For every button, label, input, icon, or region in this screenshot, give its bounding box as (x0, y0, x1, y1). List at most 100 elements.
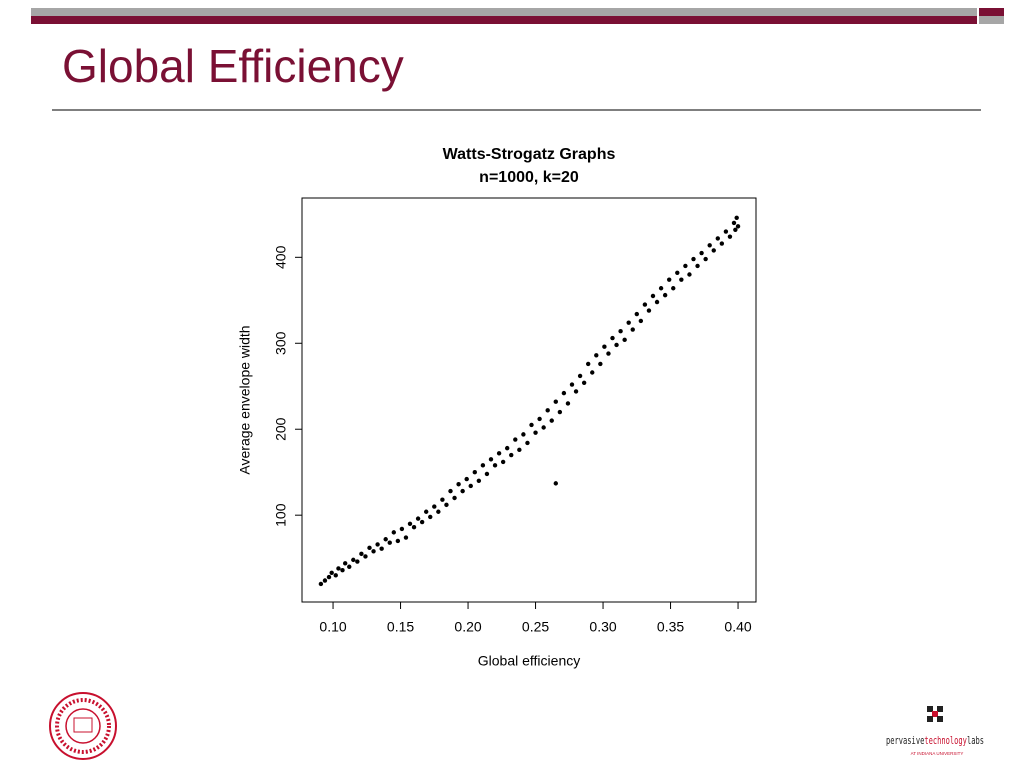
point (675, 270, 680, 275)
point (650, 293, 656, 299)
point (326, 574, 332, 580)
point (537, 416, 542, 422)
point (606, 351, 611, 356)
icon-block (927, 706, 933, 712)
corner-square (979, 16, 1004, 24)
point (618, 329, 623, 334)
point (541, 425, 546, 430)
point (723, 229, 729, 234)
seal-ring (55, 698, 111, 754)
point (569, 382, 575, 387)
point (464, 476, 469, 482)
seal-ring (49, 692, 117, 760)
point (733, 227, 738, 233)
point (719, 241, 725, 246)
point (529, 422, 534, 428)
point (525, 440, 530, 446)
point (509, 452, 514, 458)
point (391, 530, 396, 535)
logo-sub: AT INDIANA UNIVERSITY (911, 751, 964, 756)
point (371, 549, 376, 554)
point (476, 478, 482, 483)
point (654, 299, 660, 305)
seal (49, 692, 117, 760)
point (399, 526, 405, 532)
icon-block (937, 716, 943, 722)
slide-title: Global Efficiency (62, 40, 404, 92)
y-tick-label: 300 (273, 331, 289, 355)
point (448, 488, 453, 494)
seal-ring (65, 708, 101, 744)
icon-block (927, 716, 933, 722)
point (407, 521, 413, 526)
point (683, 263, 688, 269)
point (630, 327, 635, 332)
point (658, 286, 664, 291)
top-bar-gray (31, 8, 977, 16)
point (646, 308, 652, 313)
point (468, 483, 473, 489)
point (549, 418, 554, 423)
point (411, 525, 417, 530)
point (333, 573, 338, 578)
point (444, 502, 449, 508)
point (533, 430, 538, 435)
point (610, 335, 615, 341)
point (573, 389, 579, 394)
point (395, 538, 401, 544)
point (383, 537, 388, 542)
point (598, 361, 603, 367)
point (561, 390, 567, 396)
point (488, 457, 494, 462)
point (347, 564, 352, 569)
point (581, 380, 587, 386)
y-tick-label: 100 (273, 503, 289, 527)
point (472, 470, 477, 475)
logo-part: pervasive (886, 734, 924, 747)
point (500, 459, 506, 465)
point (379, 546, 384, 551)
point (703, 256, 708, 262)
point (626, 320, 631, 325)
logo-part: technology (924, 734, 967, 747)
point (484, 471, 490, 477)
point (711, 248, 716, 253)
point (359, 551, 364, 557)
point (367, 545, 372, 551)
ptl-icon (927, 706, 943, 722)
point (594, 353, 599, 358)
point (375, 542, 380, 547)
point (565, 401, 571, 406)
point (671, 286, 676, 291)
point (715, 236, 720, 241)
x-tick-label: 0.15 (387, 619, 414, 635)
point (735, 224, 741, 229)
point (662, 292, 668, 298)
point (440, 497, 445, 502)
point (480, 463, 486, 468)
logo-part: labs (967, 734, 984, 747)
point (707, 243, 712, 248)
y-tick-label: 200 (273, 417, 289, 441)
corner-square (979, 8, 1004, 16)
point (517, 447, 522, 453)
point (415, 516, 421, 521)
point (687, 272, 692, 277)
x-tick-label: 0.30 (589, 619, 616, 635)
point (691, 256, 696, 262)
point (521, 432, 526, 437)
point (553, 399, 558, 404)
point (695, 263, 700, 269)
point (456, 482, 461, 487)
y-axis-label: Average envelope width (237, 325, 253, 474)
point (363, 554, 368, 559)
chart-title: Watts-Strogatz Graphs (443, 146, 616, 163)
x-tick-label: 0.10 (319, 619, 346, 635)
seal-book (73, 717, 93, 733)
point (322, 578, 328, 583)
point (634, 311, 639, 317)
point (423, 509, 429, 514)
point (699, 250, 704, 256)
point (428, 514, 433, 520)
